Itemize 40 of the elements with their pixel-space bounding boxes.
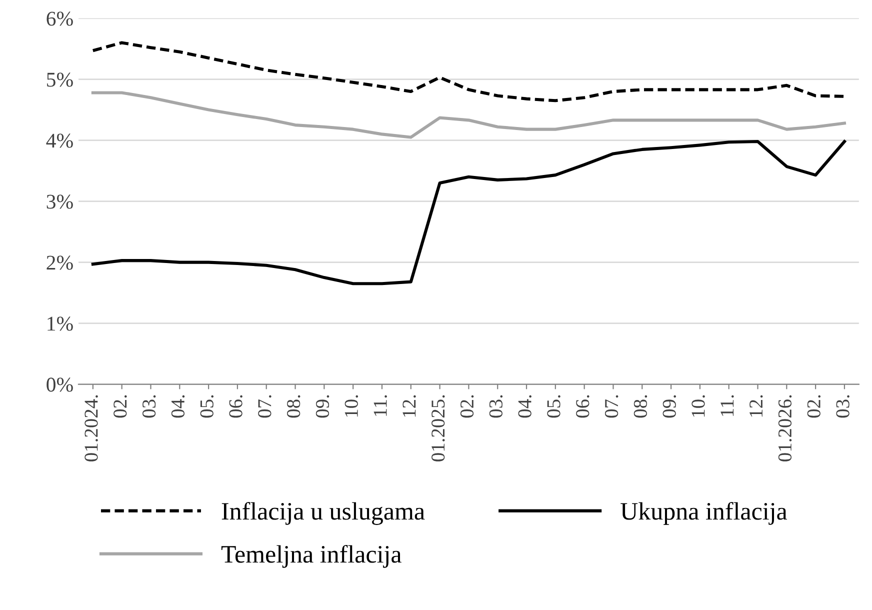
x-tick-label: 03. bbox=[489, 395, 503, 418]
x-tick-label: 07. bbox=[258, 395, 272, 418]
x-tick-label: 04. bbox=[518, 395, 532, 418]
line-series bbox=[91, 140, 846, 286]
x-tick-label: 11. bbox=[374, 395, 387, 416]
legend-label: Ukupna inflacija bbox=[620, 502, 788, 525]
x-tick-label: 02. bbox=[114, 395, 127, 418]
y-tick-label: 0% bbox=[46, 378, 73, 392]
x-tick-label: 09. bbox=[316, 395, 330, 418]
x-tick-label: 09. bbox=[662, 395, 676, 418]
y-tick-label: 5% bbox=[47, 72, 73, 87]
x-tick-label: 10. bbox=[692, 395, 705, 417]
x-tick-label: 03. bbox=[836, 395, 850, 418]
x-tick-label: 08. bbox=[634, 395, 648, 418]
x-tick-label: 01.2025. bbox=[432, 395, 445, 462]
y-tick-label: 4% bbox=[46, 134, 73, 148]
x-tick-label: 12. bbox=[402, 395, 416, 417]
x-tick-label: 02. bbox=[807, 395, 821, 418]
x-tick-label: 12. bbox=[750, 395, 763, 417]
y-tick-label: 6% bbox=[46, 12, 73, 26]
y-tick-label: 2% bbox=[46, 256, 73, 270]
legend-label: Temeljna inflacija bbox=[221, 544, 402, 568]
x-tick-label: 05. bbox=[547, 395, 560, 418]
x-tick-label: 06. bbox=[229, 395, 242, 418]
y-tick-label: 3% bbox=[46, 194, 73, 209]
x-tick-label: 01.2026. bbox=[778, 395, 792, 462]
y-tick-label: 1% bbox=[48, 316, 73, 331]
x-tick-label: 02. bbox=[460, 395, 474, 418]
x-tick-label: 01.2024. bbox=[84, 395, 98, 462]
x-tick-label: 10. bbox=[344, 395, 358, 417]
x-tick-label: 05. bbox=[200, 395, 214, 418]
x-tick-label: 04. bbox=[171, 395, 185, 418]
x-tick-label: 03. bbox=[142, 395, 156, 418]
legend-label: Inflacija u uslugama bbox=[222, 502, 425, 525]
x-tick-label: 07. bbox=[604, 395, 618, 418]
x-tick-label: 06. bbox=[576, 395, 590, 418]
line-series bbox=[91, 91, 846, 139]
line-series bbox=[91, 41, 846, 102]
x-tick-label: 08. bbox=[287, 395, 300, 418]
x-tick-label: 11. bbox=[720, 395, 734, 416]
